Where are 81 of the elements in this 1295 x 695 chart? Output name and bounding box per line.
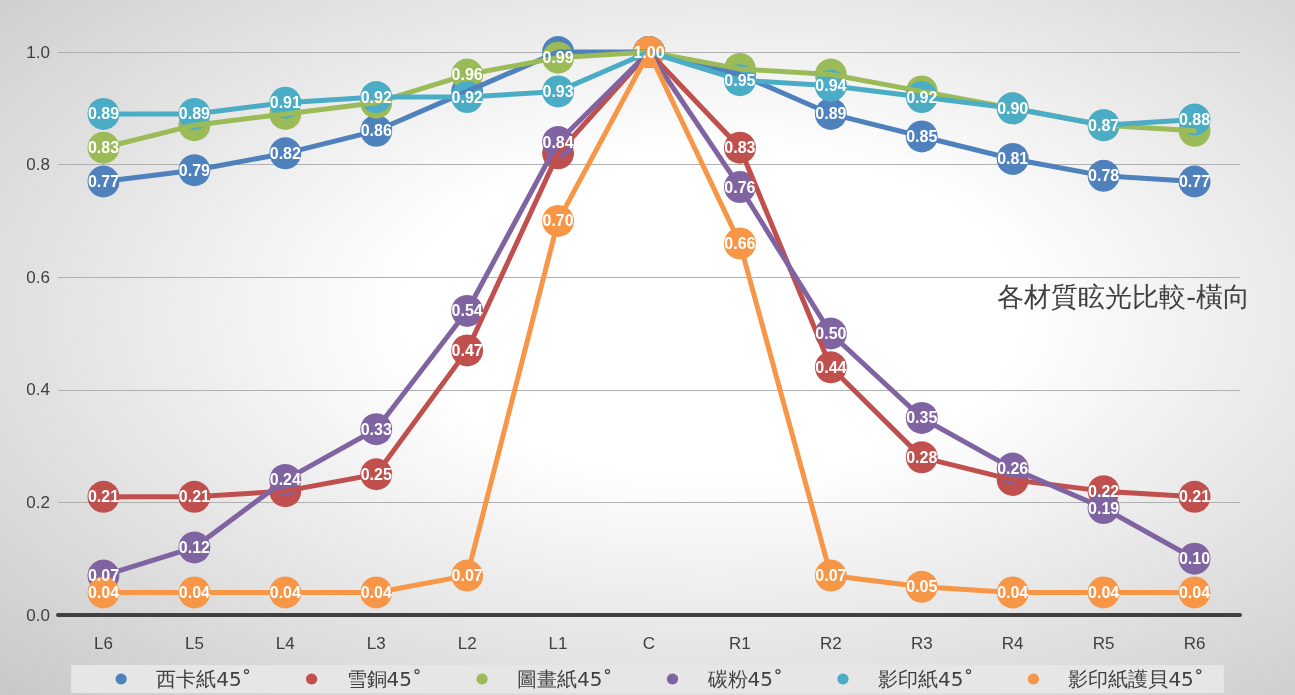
data-label: 0.70: [542, 212, 574, 230]
y-tick-label: 1.0: [26, 42, 50, 62]
y-tick-label: 0.8: [26, 155, 50, 175]
data-label: 0.04: [360, 583, 392, 601]
data-label: 0.95: [724, 71, 756, 89]
x-tick-label: L4: [275, 634, 295, 653]
data-label: 0.79: [178, 161, 211, 179]
legend-label: 西卡紙45˚: [156, 667, 252, 691]
data-label: 0.33: [360, 420, 392, 438]
x-tick-label: R1: [729, 634, 751, 653]
data-label: 0.04: [178, 583, 211, 601]
data-label: 0.82: [269, 144, 301, 162]
y-tick-label: 0.0: [26, 605, 50, 625]
data-label: 0.04: [1178, 583, 1211, 601]
data-label: 0.19: [1088, 499, 1120, 517]
data-label: 0.94: [815, 77, 847, 95]
data-label: 0.76: [724, 178, 756, 196]
data-label: 0.21: [87, 488, 120, 506]
data-label: 0.05: [906, 578, 938, 596]
data-label: 0.28: [906, 448, 938, 466]
data-label: 0.50: [815, 325, 847, 342]
data-label: 0.04: [87, 583, 120, 601]
data-label: 0.89: [87, 105, 120, 123]
legend-label: 碳粉45˚: [706, 667, 783, 691]
legend-label: 雪銅45˚: [346, 667, 423, 691]
data-label: 0.77: [1178, 172, 1211, 190]
data-label: 0.04: [997, 583, 1029, 601]
data-label: 0.92: [906, 88, 938, 106]
data-label: 0.25: [360, 465, 392, 483]
x-tick-label: R2: [819, 634, 842, 653]
data-label: 0.26: [997, 460, 1029, 478]
data-label: 0.21: [178, 488, 211, 506]
data-label: 0.84: [542, 133, 574, 151]
data-label: 0.10: [1178, 550, 1211, 568]
data-label: 0.99: [542, 49, 574, 67]
data-label: 0.07: [815, 567, 847, 585]
data-label: 0.78: [1088, 167, 1120, 185]
data-label: 0.86: [360, 122, 392, 140]
data-label: 0.66: [724, 234, 756, 252]
y-tick-label: 0.2: [26, 492, 50, 512]
data-label: 0.88: [1178, 111, 1211, 129]
data-label: 0.07: [451, 567, 483, 585]
data-label: 0.35: [906, 409, 938, 427]
data-label: 0.93: [542, 82, 574, 100]
data-label: 0.04: [269, 583, 301, 601]
x-tick-label: L2: [457, 634, 477, 653]
text: 各材質眩光比較-橫向: [997, 281, 1251, 312]
x-tick-label: R4: [1001, 634, 1024, 653]
legend-label: 影印紙45˚: [877, 667, 974, 691]
data-label: 0.90: [997, 99, 1029, 117]
x-tick-label: C: [642, 634, 656, 653]
x-tick-label: L5: [184, 634, 204, 653]
data-label: 0.85: [906, 127, 938, 145]
data-label: 0.44: [815, 358, 847, 376]
data-label: 0.47: [451, 341, 483, 359]
x-tick-label: L6: [94, 634, 113, 653]
y-tick-label: 0.6: [26, 267, 50, 287]
data-label: 0.21: [1178, 488, 1211, 506]
x-tick-label: R3: [910, 634, 933, 653]
data-label: 0.24: [269, 471, 301, 489]
x-tick-label: R6: [1183, 634, 1206, 653]
data-label: 0.77: [87, 172, 120, 190]
data-label: 0.54: [451, 302, 483, 320]
data-label: 0.91: [269, 94, 301, 112]
data-label: 0.04: [1088, 583, 1120, 601]
data-label: 0.89: [815, 105, 847, 123]
legend-label: 圖畫紙45˚: [517, 667, 613, 691]
y-tick-label: 0.4: [26, 380, 50, 400]
data-label: 0.07: [87, 567, 120, 585]
data-label: 0.22: [1088, 482, 1120, 500]
data-label: 0.83: [724, 139, 756, 157]
data-label: 0.12: [178, 538, 211, 556]
data-label: 0.87: [1088, 116, 1120, 134]
x-tick-label: L3: [366, 634, 386, 653]
x-tick-label: L1: [548, 634, 568, 653]
data-label: 0.89: [178, 105, 211, 123]
data-label: 0.83: [87, 139, 120, 157]
data-label: 1.00: [633, 43, 665, 61]
data-label: 0.81: [997, 150, 1029, 168]
legend-label: 影印紙護貝45˚: [1068, 667, 1204, 691]
x-tick-label: R5: [1092, 634, 1115, 653]
